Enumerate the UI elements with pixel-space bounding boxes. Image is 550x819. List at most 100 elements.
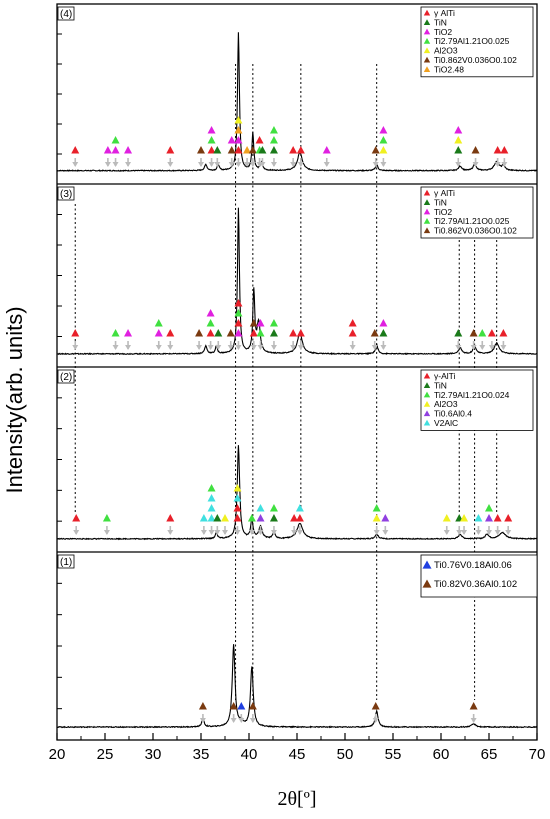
phase-triangle-icon xyxy=(290,514,299,522)
phase-triangle-icon xyxy=(111,329,120,337)
peak-arrowhead xyxy=(199,718,206,723)
legend-entry: Ti0.862V0.036O0.102 xyxy=(434,55,517,65)
phase-triangle-icon xyxy=(454,136,463,144)
phase-triangle-icon xyxy=(454,126,463,134)
phase-triangle-icon xyxy=(71,329,80,337)
peak-arrowhead xyxy=(494,162,501,167)
panel-label: (2) xyxy=(60,372,72,383)
peak-marker xyxy=(124,146,133,167)
peak-marker xyxy=(269,126,278,167)
peak-arrowhead xyxy=(259,162,266,167)
peak-arrowhead xyxy=(291,530,298,535)
peak-marker xyxy=(71,329,80,350)
peak-arrowhead xyxy=(443,530,450,535)
peak-marker xyxy=(214,329,223,350)
phase-triangle-icon xyxy=(213,514,222,522)
phase-triangle-icon xyxy=(256,319,265,327)
peak-arrowhead xyxy=(103,530,110,535)
phase-triangle-icon xyxy=(269,136,278,144)
phase-triangle-icon xyxy=(256,504,265,512)
peak-arrowhead xyxy=(198,162,204,167)
peak-arrowhead xyxy=(505,530,512,535)
phase-triangle-icon xyxy=(371,702,380,710)
peak-marker xyxy=(197,146,205,167)
phase-triangle-icon xyxy=(295,504,304,512)
phase-triangle-icon xyxy=(348,329,357,337)
x-tick-label: 20 xyxy=(49,746,66,763)
peak-arrowhead xyxy=(380,162,387,167)
legend-marker-icon xyxy=(423,47,431,54)
phase-triangle-icon xyxy=(206,319,215,327)
phase-triangle-icon xyxy=(493,146,502,154)
peak-arrowhead xyxy=(73,530,80,535)
peak-marker xyxy=(103,146,112,167)
peak-arrowhead xyxy=(72,345,79,350)
peak-arrowhead xyxy=(372,718,379,723)
peak-arrowhead xyxy=(112,345,119,350)
phase-triangle-icon xyxy=(103,146,112,154)
diffraction-pattern-line xyxy=(56,207,538,356)
legend-marker-icon xyxy=(423,19,431,25)
peak-arrowhead xyxy=(167,530,174,535)
phase-triangle-icon xyxy=(256,514,265,522)
peak-marker xyxy=(474,514,483,535)
peak-marker xyxy=(372,504,381,535)
phase-triangle-icon xyxy=(234,116,243,124)
peak-marker xyxy=(348,319,357,350)
peak-arrowhead xyxy=(297,162,304,167)
panel-2: (3) γ AlTiTiNTiO2Ti2.79Al1.21O0.025Ti0.86… xyxy=(56,183,538,356)
phase-triangle-icon xyxy=(371,146,380,154)
legend-entry: Ti0.862V0.036O0.102 xyxy=(434,226,517,236)
legend-entry: TiO2 xyxy=(434,207,452,217)
peak-arrowhead xyxy=(270,530,277,535)
phase-triangle-icon xyxy=(248,702,257,710)
phase-triangle-icon xyxy=(226,329,235,337)
phase-triangle-icon xyxy=(269,146,278,154)
peak-arrowhead xyxy=(214,530,221,535)
phase-triangle-icon xyxy=(207,484,216,492)
peak-marker xyxy=(370,329,379,350)
peak-marker xyxy=(195,329,204,350)
peak-marker xyxy=(248,146,257,167)
peak-arrowhead xyxy=(250,345,257,350)
legend-entry: Ti2.79Al1.21O0.024 xyxy=(434,390,510,400)
y-axis-label: Intensity(arb. units) xyxy=(2,306,27,493)
peak-marker xyxy=(124,329,133,350)
x-axis: 20 25 30 35 40 45 50 55 60 65 70 xyxy=(49,733,546,763)
x-tick-label: 70 xyxy=(529,746,546,763)
peak-marker xyxy=(371,146,380,167)
peak-arrowhead xyxy=(72,162,79,167)
peak-arrowhead xyxy=(455,345,462,350)
legend-entry: Ti0.82V0.36Al0.102 xyxy=(434,579,517,590)
legend-entry: V2AlC xyxy=(434,418,458,428)
phase-triangle-icon xyxy=(454,329,463,337)
phase-triangle-icon xyxy=(269,504,278,512)
peak-marker xyxy=(243,146,252,167)
phase-triangle-icon xyxy=(124,329,133,337)
phase-triangle-icon xyxy=(234,146,243,154)
peak-arrowhead xyxy=(486,530,492,535)
peak-marker xyxy=(213,514,222,535)
legend-marker-icon xyxy=(423,227,431,234)
phase-triangle-icon xyxy=(460,514,469,522)
phase-triangle-icon xyxy=(454,146,463,154)
phase-triangle-icon xyxy=(469,329,478,337)
x-tick-label: 65 xyxy=(481,746,498,763)
peak-marker xyxy=(248,702,257,723)
peak-marker xyxy=(371,702,380,723)
phase-triangle-icon xyxy=(111,146,120,154)
phase-triangle-icon xyxy=(195,329,204,337)
reference-dotted-lines xyxy=(74,64,498,700)
peak-marker xyxy=(199,514,208,535)
phase-triangle-icon xyxy=(207,504,216,512)
peak-arrowhead xyxy=(215,345,222,350)
peak-marker xyxy=(322,146,331,167)
phase-triangle-icon xyxy=(249,319,258,327)
phase-triangle-icon xyxy=(248,146,257,154)
phase-triangle-icon xyxy=(247,514,256,522)
peak-arrowhead xyxy=(112,162,119,167)
peak-marker xyxy=(234,116,243,167)
legend: γ AlTiTiNTiO2Ti2.79Al1.21O0.025Ti0.862V0… xyxy=(420,186,534,239)
peak-marker xyxy=(290,514,299,535)
peak-marker xyxy=(233,484,242,535)
